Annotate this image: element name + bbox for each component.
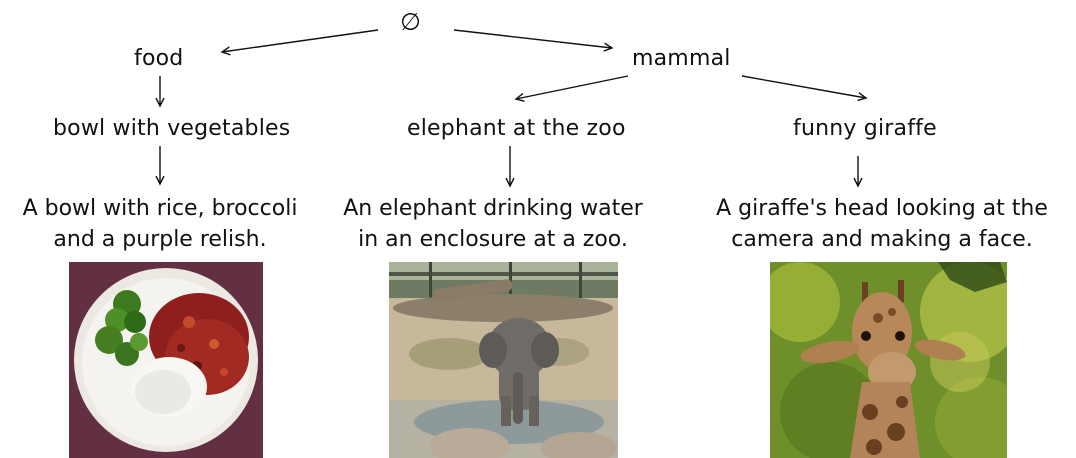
caption-line: An elephant drinking water	[343, 196, 643, 221]
node-funny-giraffe: funny giraffe	[793, 116, 937, 141]
caption-elephant: An elephant drinking water in an enclosu…	[340, 193, 646, 255]
image-bowl	[69, 262, 263, 458]
caption-line: camera and making a face.	[731, 227, 1033, 252]
edge-root-food	[222, 29, 379, 52]
edge-mammal-giraffe	[741, 75, 866, 98]
edge-root-mammal	[453, 29, 612, 48]
caption-bowl: A bowl with rice, broccoli and a purple …	[10, 193, 310, 255]
node-bowl-with-vegetables: bowl with vegetables	[53, 116, 291, 141]
caption-line: and a purple relish.	[53, 227, 267, 252]
root-node: ∅	[400, 8, 422, 36]
node-elephant-at-the-zoo: elephant at the zoo	[407, 116, 626, 141]
node-mammal: mammal	[632, 46, 731, 71]
caption-giraffe: A giraffe's head looking at the camera a…	[706, 193, 1058, 255]
image-giraffe	[770, 262, 1007, 458]
image-elephant	[389, 262, 618, 458]
edge-mammal-elephant	[516, 75, 629, 99]
node-food: food	[134, 46, 184, 71]
caption-line: in an enclosure at a zoo.	[358, 227, 628, 252]
caption-line: A giraffe's head looking at the	[716, 196, 1048, 221]
caption-line: A bowl with rice, broccoli	[22, 196, 298, 221]
